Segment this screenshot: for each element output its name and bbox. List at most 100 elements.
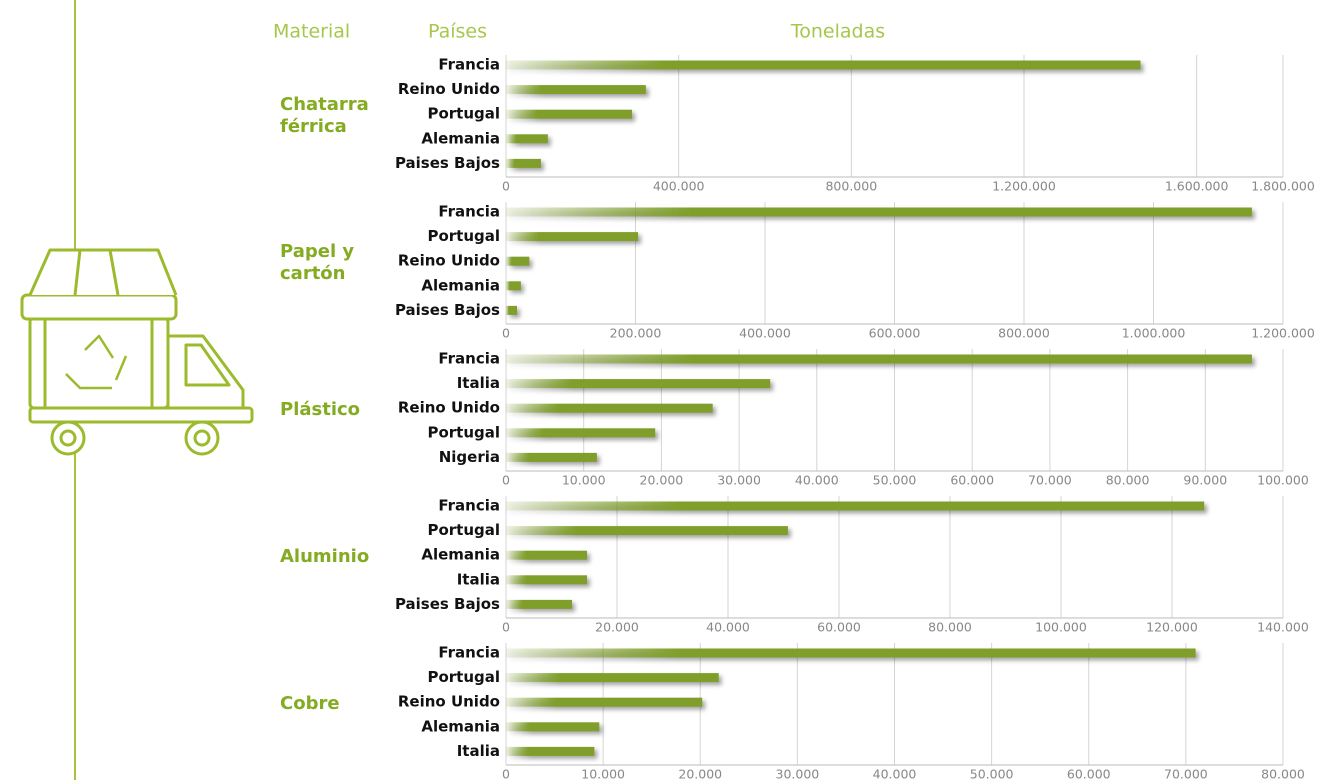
x-tick-label: 80.000 xyxy=(928,620,972,635)
bar xyxy=(506,452,597,462)
bar xyxy=(506,746,595,756)
bar xyxy=(506,403,713,413)
material-label: Papel y cartón xyxy=(280,241,355,284)
bar xyxy=(506,550,588,560)
x-tick-label: 120.000 xyxy=(1146,620,1198,635)
x-tick-label: 0 xyxy=(502,473,510,488)
x-tick-label: 40.000 xyxy=(873,767,917,780)
x-tick-label: 90.000 xyxy=(1183,473,1227,488)
bar xyxy=(506,575,588,585)
x-tick-label: 1.200.000 xyxy=(1251,326,1315,341)
category-label: Portugal xyxy=(427,105,500,123)
bar xyxy=(506,305,518,315)
material-label: Chatarra férrica xyxy=(280,94,369,137)
category-label: Paises Bajos xyxy=(395,154,500,172)
x-tick-label: 140.000 xyxy=(1257,620,1309,635)
category-label: Francia xyxy=(438,203,500,221)
x-tick-label: 0 xyxy=(502,620,510,635)
header-material: Material xyxy=(273,21,350,43)
bar xyxy=(506,722,600,732)
category-label: Portugal xyxy=(427,423,500,441)
x-tick-label: 0 xyxy=(502,179,510,194)
x-tick-label: 30.000 xyxy=(717,473,761,488)
x-tick-label: 800.000 xyxy=(825,179,877,194)
x-tick-label: 100.000 xyxy=(1035,620,1087,635)
category-label: Portugal xyxy=(427,668,500,686)
x-tick-label: 0 xyxy=(502,326,510,341)
category-label: Francia xyxy=(438,350,500,368)
x-tick-label: 50.000 xyxy=(873,473,917,488)
x-tick-label: 10.000 xyxy=(562,473,606,488)
x-tick-label: 400.000 xyxy=(739,326,791,341)
x-tick-label: 60.000 xyxy=(1067,767,1111,780)
category-label: Alemania xyxy=(421,129,500,147)
bar xyxy=(506,526,788,536)
x-tick-label: 0 xyxy=(502,767,510,780)
header-tonnage: Toneladas xyxy=(790,21,885,43)
category-label: Reino Unido xyxy=(398,399,500,417)
bar xyxy=(506,673,719,683)
category-label: Alemania xyxy=(421,717,500,735)
category-label: Italia xyxy=(457,742,500,760)
bar xyxy=(506,232,639,242)
category-label: Nigeria xyxy=(439,448,500,466)
category-label: Paises Bajos xyxy=(395,595,500,613)
category-label: Reino Unido xyxy=(398,693,500,711)
bar xyxy=(506,109,633,119)
category-label: Portugal xyxy=(427,227,500,245)
x-tick-label: 800.000 xyxy=(998,326,1050,341)
category-label: Francia xyxy=(438,644,500,662)
category-label: Portugal xyxy=(427,521,500,539)
x-tick-label: 20.000 xyxy=(678,767,722,780)
material-label: Plástico xyxy=(280,399,361,420)
material-label: Aluminio xyxy=(280,546,370,567)
category-label: Reino Unido xyxy=(398,252,500,270)
x-tick-label: 20.000 xyxy=(640,473,684,488)
bar xyxy=(506,207,1252,217)
category-label: Alemania xyxy=(421,276,500,294)
x-tick-label: 70.000 xyxy=(1164,767,1208,780)
x-tick-label: 1.800.000 xyxy=(1251,179,1315,194)
bar xyxy=(506,648,1196,658)
x-tick-label: 30.000 xyxy=(776,767,820,780)
x-tick-label: 400.000 xyxy=(653,179,705,194)
x-tick-label: 1.000.000 xyxy=(1122,326,1186,341)
category-label: Francia xyxy=(438,497,500,515)
bar xyxy=(506,697,703,707)
category-label: Alemania xyxy=(421,546,500,564)
x-tick-label: 60.000 xyxy=(950,473,994,488)
category-label: Italia xyxy=(457,374,500,392)
bar xyxy=(506,60,1141,70)
x-tick-label: 60.000 xyxy=(817,620,861,635)
bar xyxy=(506,428,656,438)
x-tick-label: 80.000 xyxy=(1106,473,1150,488)
category-label: Reino Unido xyxy=(398,80,500,98)
header-countries: Países xyxy=(428,21,487,43)
bar xyxy=(506,85,646,95)
x-tick-label: 70.000 xyxy=(1028,473,1072,488)
bar xyxy=(506,501,1205,511)
x-tick-label: 20.000 xyxy=(595,620,639,635)
bar xyxy=(506,158,541,168)
bar xyxy=(506,379,771,389)
x-tick-label: 1.600.000 xyxy=(1165,179,1229,194)
category-label: Paises Bajos xyxy=(395,301,500,319)
bar xyxy=(506,354,1252,364)
x-tick-label: 40.000 xyxy=(795,473,839,488)
x-tick-label: 40.000 xyxy=(706,620,750,635)
x-tick-label: 80.000 xyxy=(1261,767,1305,780)
bar xyxy=(506,134,548,144)
x-tick-label: 100.000 xyxy=(1257,473,1309,488)
category-label: Italia xyxy=(457,570,500,588)
material-label: Cobre xyxy=(280,693,340,714)
x-tick-label: 10.000 xyxy=(581,767,625,780)
bar xyxy=(506,599,573,609)
bar xyxy=(506,256,530,266)
truck-icon xyxy=(20,248,254,456)
x-tick-label: 50.000 xyxy=(970,767,1014,780)
category-label: Francia xyxy=(438,56,500,74)
x-tick-label: 600.000 xyxy=(869,326,921,341)
x-tick-label: 1.200.000 xyxy=(992,179,1056,194)
